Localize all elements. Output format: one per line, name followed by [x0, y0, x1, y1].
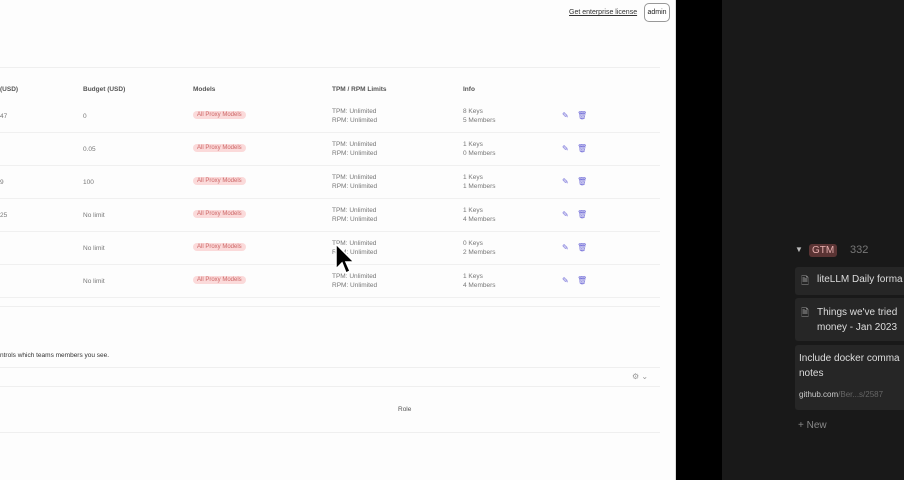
edit-icon[interactable]: ✎: [562, 210, 569, 219]
budget-cell: 100: [83, 179, 94, 186]
rpm-cell: RPM: Unlimited: [332, 216, 378, 223]
user-menu-button[interactable]: admin: [644, 3, 670, 22]
edit-icon[interactable]: ✎: [562, 177, 569, 186]
spend-cell: 47: [0, 113, 8, 120]
keys-cell: 1 Keys: [463, 174, 483, 181]
card-text-cont: notes: [799, 368, 824, 379]
members-cell: 2 Members: [463, 249, 496, 256]
rpm-cell: RPM: Unlimited: [332, 249, 378, 256]
tpm-cell: TPM: Unlimited: [332, 273, 377, 280]
tpm-cell: TPM: Unlimited: [332, 141, 377, 148]
trash-icon[interactable]: 🗑: [577, 111, 588, 120]
table-row: 9 100 All Proxy Models TPM: Unlimited RP…: [0, 166, 660, 199]
col-spend: (USD): [0, 86, 19, 93]
trash-icon[interactable]: 🗑: [577, 243, 588, 252]
models-badge: All Proxy Models: [193, 243, 246, 251]
spend-cell: 25: [0, 212, 8, 219]
litellm-panel: Get enterprise license admin (USD) Budge…: [0, 0, 676, 480]
tpm-cell: TPM: Unlimited: [332, 108, 377, 115]
members-cell: 4 Members: [463, 216, 496, 223]
members-cell: 0 Members: [463, 150, 496, 157]
models-badge: All Proxy Models: [193, 177, 246, 185]
table-row: No limit All Proxy Models TPM: Unlimited…: [0, 232, 660, 265]
tpm-cell: TPM: Unlimited: [332, 174, 377, 181]
window-gap: [677, 0, 722, 480]
group-count: 332: [850, 244, 869, 256]
page-icon: 🗎: [801, 276, 810, 287]
budget-cell: No limit: [83, 245, 105, 252]
keys-cell: 0 Keys: [463, 240, 483, 247]
card-title: liteLLM Daily forma: [817, 274, 903, 285]
table-row: 0.05 All Proxy Models TPM: Unlimited RPM…: [0, 133, 660, 166]
edit-icon[interactable]: ✎: [562, 144, 569, 153]
table-row: No limit All Proxy Models TPM: Unlimited…: [0, 265, 660, 298]
trash-icon[interactable]: 🗑: [577, 276, 588, 285]
collapse-toggle-icon[interactable]: ▼: [795, 245, 803, 254]
keys-cell: 1 Keys: [463, 141, 483, 148]
trash-icon[interactable]: 🗑: [577, 144, 588, 153]
card-title-cont: money - Jan 2023: [817, 322, 898, 333]
rpm-cell: RPM: Unlimited: [332, 282, 378, 289]
new-button[interactable]: + New: [798, 420, 827, 431]
col-models: Models: [193, 86, 216, 93]
members-cell: 5 Members: [463, 117, 496, 124]
divider: [0, 67, 660, 68]
trash-icon[interactable]: 🗑: [577, 210, 588, 219]
keys-cell: 8 Keys: [463, 108, 483, 115]
rpm-cell: RPM: Unlimited: [332, 117, 378, 124]
budget-cell: 0: [83, 113, 87, 120]
members-cell: 4 Members: [463, 282, 496, 289]
col-role: Role: [398, 406, 412, 413]
keys-cell: 1 Keys: [463, 273, 483, 280]
table-row: 25 No limit All Proxy Models TPM: Unlimi…: [0, 199, 660, 232]
col-budget: Budget (USD): [83, 86, 126, 93]
models-badge: All Proxy Models: [193, 144, 246, 152]
settings-gear-icon[interactable]: ⚙ ⌄: [632, 372, 649, 381]
edit-icon[interactable]: ✎: [562, 243, 569, 252]
edit-icon[interactable]: ✎: [562, 276, 569, 285]
page-icon: 🗎: [801, 308, 810, 319]
keys-cell: 1 Keys: [463, 207, 483, 214]
members-cell: 1 Members: [463, 183, 496, 190]
notion-card[interactable]: Include docker comma notes github.com/Be…: [795, 345, 904, 410]
budget-cell: No limit: [83, 278, 105, 285]
group-tag[interactable]: GTM: [809, 244, 838, 257]
edit-icon[interactable]: ✎: [562, 111, 569, 120]
models-badge: All Proxy Models: [193, 210, 246, 218]
card-text: Include docker comma: [799, 353, 900, 364]
rpm-cell: RPM: Unlimited: [332, 183, 378, 190]
table-row: 47 0 All Proxy Models TPM: Unlimited RPM…: [0, 100, 660, 133]
spend-cell: 9: [0, 179, 4, 186]
new-label: New: [806, 420, 827, 431]
notion-card[interactable]: 🗎 liteLLM Daily forma: [795, 267, 904, 295]
budget-cell: No limit: [83, 212, 105, 219]
col-limits: TPM / RPM Limits: [332, 86, 387, 93]
trash-icon[interactable]: 🗑: [577, 177, 588, 186]
tpm-cell: TPM: Unlimited: [332, 240, 377, 247]
card-title: Things we've tried: [817, 307, 898, 318]
enterprise-license-link[interactable]: Get enterprise license: [569, 9, 638, 16]
col-info: Info: [463, 86, 475, 93]
tpm-cell: TPM: Unlimited: [332, 207, 377, 214]
models-badge: All Proxy Models: [193, 276, 246, 284]
models-badge: All Proxy Models: [193, 111, 246, 119]
members-description: ntrols which teams members you see.: [0, 352, 110, 359]
link-domain[interactable]: github.com: [799, 390, 839, 399]
rpm-cell: RPM: Unlimited: [332, 150, 378, 157]
budget-cell: 0.05: [83, 146, 96, 153]
link-path[interactable]: /Ber...s/2587: [838, 390, 884, 399]
notion-card[interactable]: 🗎 Things we've tried money - Jan 2023: [795, 298, 904, 341]
mouse-cursor-icon: [335, 243, 356, 275]
